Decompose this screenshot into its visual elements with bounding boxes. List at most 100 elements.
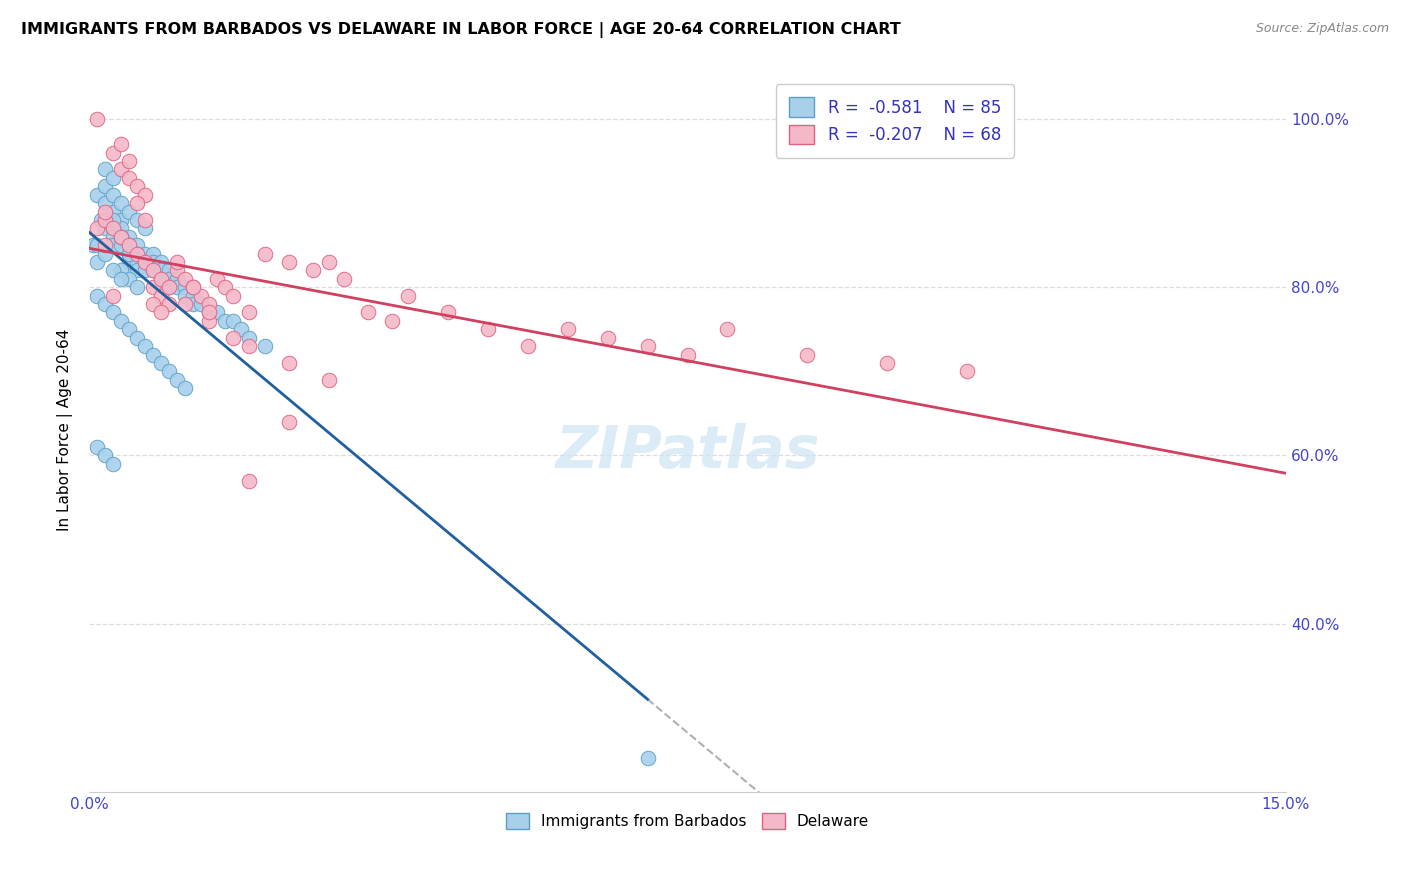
Point xyxy=(166,263,188,277)
Point xyxy=(181,280,204,294)
Point xyxy=(125,246,148,260)
Point xyxy=(94,238,117,252)
Text: Source: ZipAtlas.com: Source: ZipAtlas.com xyxy=(1256,22,1389,36)
Point xyxy=(157,297,180,311)
Point xyxy=(94,449,117,463)
Point xyxy=(101,187,124,202)
Point xyxy=(142,297,165,311)
Point xyxy=(134,255,156,269)
Point xyxy=(134,339,156,353)
Point xyxy=(125,238,148,252)
Point xyxy=(118,154,141,169)
Point xyxy=(90,213,112,227)
Point xyxy=(198,297,221,311)
Point xyxy=(86,440,108,454)
Point xyxy=(557,322,579,336)
Point xyxy=(110,137,132,152)
Point xyxy=(214,280,236,294)
Point xyxy=(198,305,221,319)
Point xyxy=(118,229,141,244)
Point xyxy=(118,204,141,219)
Point xyxy=(118,322,141,336)
Point xyxy=(214,314,236,328)
Point xyxy=(118,246,141,260)
Point xyxy=(94,179,117,194)
Text: IMMIGRANTS FROM BARBADOS VS DELAWARE IN LABOR FORCE | AGE 20-64 CORRELATION CHAR: IMMIGRANTS FROM BARBADOS VS DELAWARE IN … xyxy=(21,22,901,38)
Point xyxy=(238,305,260,319)
Point xyxy=(796,347,818,361)
Point xyxy=(101,305,124,319)
Point xyxy=(110,196,132,211)
Point xyxy=(517,339,540,353)
Point xyxy=(110,238,132,252)
Point xyxy=(101,204,124,219)
Point xyxy=(134,263,156,277)
Point xyxy=(157,280,180,294)
Point xyxy=(166,280,188,294)
Point xyxy=(238,331,260,345)
Point xyxy=(101,221,124,235)
Point xyxy=(357,305,380,319)
Point xyxy=(118,238,141,252)
Point xyxy=(118,255,141,269)
Point xyxy=(125,331,148,345)
Point xyxy=(277,415,299,429)
Point xyxy=(110,229,132,244)
Point xyxy=(101,170,124,185)
Point xyxy=(134,246,156,260)
Point xyxy=(125,255,148,269)
Point xyxy=(181,288,204,302)
Point xyxy=(222,288,245,302)
Point xyxy=(174,297,197,311)
Point xyxy=(125,280,148,294)
Point xyxy=(181,280,204,294)
Point xyxy=(198,305,221,319)
Point xyxy=(94,196,117,211)
Point xyxy=(222,314,245,328)
Point xyxy=(637,751,659,765)
Point xyxy=(637,339,659,353)
Point xyxy=(166,373,188,387)
Legend: Immigrants from Barbados, Delaware: Immigrants from Barbados, Delaware xyxy=(499,806,876,835)
Point xyxy=(149,356,172,370)
Point xyxy=(86,255,108,269)
Point xyxy=(94,162,117,177)
Point xyxy=(181,297,204,311)
Point xyxy=(134,221,156,235)
Point xyxy=(142,263,165,277)
Point xyxy=(676,347,699,361)
Point xyxy=(190,288,212,302)
Point xyxy=(205,305,228,319)
Point xyxy=(333,272,356,286)
Point xyxy=(318,255,340,269)
Point xyxy=(110,229,132,244)
Point xyxy=(149,272,172,286)
Point xyxy=(125,179,148,194)
Point xyxy=(238,339,260,353)
Point xyxy=(166,272,188,286)
Point xyxy=(134,187,156,202)
Point xyxy=(253,246,276,260)
Point xyxy=(110,221,132,235)
Point xyxy=(596,331,619,345)
Point xyxy=(110,162,132,177)
Point xyxy=(101,263,124,277)
Point xyxy=(110,263,132,277)
Point xyxy=(125,196,148,211)
Point xyxy=(142,280,165,294)
Point xyxy=(86,288,108,302)
Point xyxy=(101,229,124,244)
Point xyxy=(157,280,180,294)
Point xyxy=(174,381,197,395)
Point xyxy=(110,229,132,244)
Point xyxy=(142,255,165,269)
Point xyxy=(956,364,979,378)
Point xyxy=(94,213,117,227)
Point xyxy=(118,170,141,185)
Point xyxy=(118,246,141,260)
Point xyxy=(94,213,117,227)
Point xyxy=(110,314,132,328)
Point xyxy=(94,297,117,311)
Point xyxy=(134,255,156,269)
Point xyxy=(253,339,276,353)
